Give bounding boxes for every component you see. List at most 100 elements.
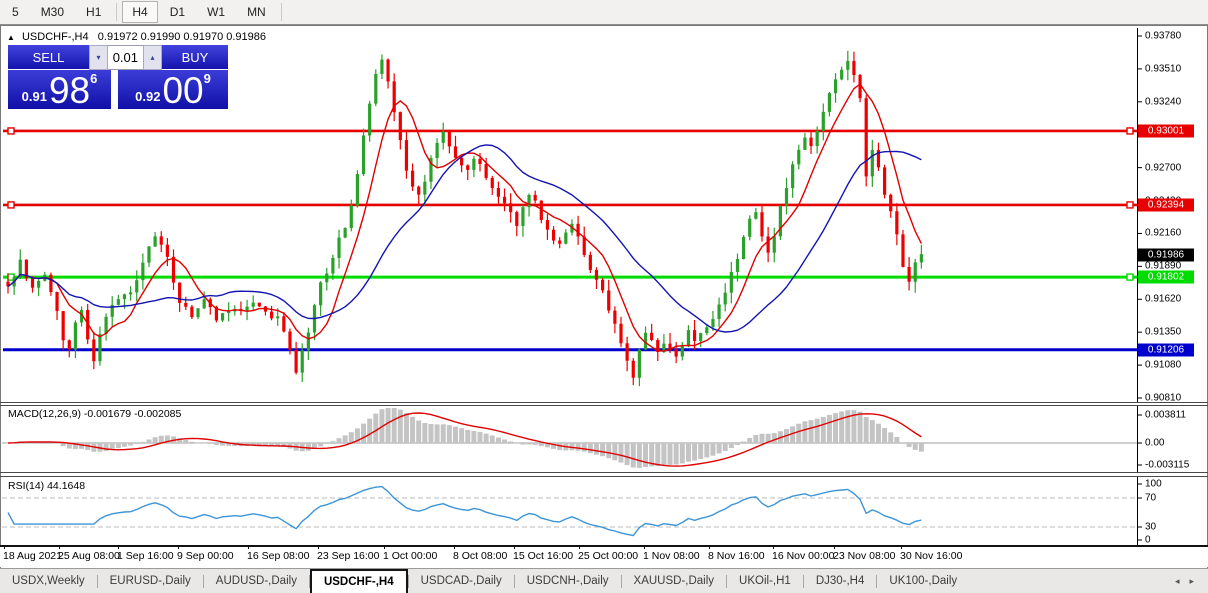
macd-histogram-bar — [734, 443, 740, 445]
macd-histogram-bar — [342, 435, 348, 443]
candle-body — [895, 211, 899, 235]
time-axis[interactable]: 18 Aug 2021 25 Aug 08:00 1 Sep 16:00 9 Sep … — [0, 545, 1208, 567]
macd-histogram-bar — [918, 443, 924, 452]
tab-separator — [96, 574, 98, 588]
macd-histogram-bar — [593, 443, 599, 455]
candle-body — [110, 304, 114, 317]
chart-tab-usdcad-daily[interactable]: USDCAD-,Daily — [420, 575, 502, 587]
chart-tab-audusd-daily[interactable]: AUDUSD-,Daily — [215, 575, 297, 587]
buy-button[interactable]: BUY — [162, 45, 228, 70]
candle-body — [742, 236, 746, 259]
candle-body — [325, 273, 329, 283]
macd-histogram-bar — [820, 416, 826, 443]
candle-body — [288, 331, 292, 350]
rsi-line — [7, 485, 922, 537]
rsi-axis-label: 30 — [1145, 521, 1157, 533]
macd-histogram-bar — [557, 443, 563, 451]
candle-body — [539, 200, 543, 221]
candle-body — [453, 146, 458, 158]
sell-price-prefix: 0.91 — [21, 89, 47, 104]
macd-histogram-bar — [465, 429, 471, 443]
time-axis-label: 1 Nov 08:00 — [643, 550, 700, 562]
volume-increase-button[interactable]: ▴ — [143, 45, 162, 70]
macd-indicator-canvas[interactable] — [0, 406, 1208, 472]
time-axis-label: 23 Sep 16:00 — [317, 550, 380, 562]
macd-histogram-bar — [146, 439, 152, 443]
main-price-chart-canvas[interactable] — [0, 28, 1208, 402]
timeframe-button-5[interactable]: 5 — [12, 5, 19, 19]
candle-body — [404, 140, 409, 171]
chart-tab-usdcnh-daily[interactable]: USDCNH-,Daily — [526, 575, 609, 587]
macd-histogram-bar — [459, 428, 465, 443]
candle-body — [460, 157, 464, 166]
chart-tab-uk100-daily[interactable]: UK100-,Daily — [889, 575, 958, 587]
macd-histogram-bar — [551, 443, 557, 449]
macd-histogram-bar — [312, 443, 317, 449]
panel-splitter-mid[interactable] — [0, 472, 1208, 473]
buy-price-display[interactable]: 0.92 00 9 — [118, 70, 228, 109]
macd-histogram-bar — [845, 410, 851, 443]
candle-body — [662, 343, 666, 352]
macd-histogram-bar — [661, 443, 667, 466]
volume-decrease-button[interactable]: ▾ — [89, 45, 108, 70]
timeframe-button-h1[interactable]: H1 — [86, 5, 102, 19]
candle-body — [815, 130, 819, 147]
candle-body — [245, 306, 249, 312]
macd-histogram-bar — [544, 443, 550, 448]
tab-scroll-right-icon[interactable]: ▸ — [1189, 575, 1194, 586]
macd-histogram-bar — [716, 443, 722, 454]
hline-handle-right[interactable] — [1126, 201, 1134, 209]
candle-body — [380, 59, 384, 74]
macd-histogram-bar — [281, 443, 287, 448]
candle-body — [803, 137, 807, 150]
price-badge-0.93001: 0.93001 — [1138, 124, 1194, 138]
timeframe-button-mn[interactable]: MN — [247, 5, 266, 19]
hline-handle-right[interactable] — [1126, 127, 1134, 135]
volume-input[interactable] — [108, 45, 143, 70]
chart-tab-dj30-h4[interactable]: DJ30-,H4 — [815, 575, 865, 587]
candle-body — [558, 240, 562, 244]
sell-button[interactable]: SELL — [8, 45, 89, 70]
candle-body — [104, 316, 108, 334]
macd-histogram-bar — [391, 408, 397, 443]
candle-body — [809, 137, 813, 147]
macd-histogram-bar — [759, 433, 765, 443]
sell-price-display[interactable]: 0.91 98 6 — [8, 70, 111, 109]
chart-tab-usdchf-h4[interactable]: USDCHF-,H4 — [309, 569, 408, 593]
rsi-indicator-canvas[interactable] — [0, 477, 1208, 545]
macd-histogram-bar — [79, 443, 85, 449]
timeframe-button-w1[interactable]: W1 — [207, 5, 226, 19]
price-tick-label: 0.91350 — [1145, 326, 1182, 338]
tab-scroll-left-icon[interactable]: ◂ — [1174, 575, 1180, 586]
candle-body — [276, 316, 280, 319]
panel-splitter-top[interactable] — [0, 402, 1208, 403]
tab-separator — [513, 574, 515, 588]
macd-histogram-bar — [207, 443, 213, 444]
time-tick-mark — [178, 545, 179, 549]
timeframe-button-h4[interactable]: H4 — [122, 1, 158, 23]
candle-body — [178, 282, 182, 303]
candle-body — [251, 302, 255, 307]
collapse-triangle-icon[interactable]: ▲ — [7, 33, 15, 42]
chart-tab-usdx-weekly[interactable]: USDX,Weekly — [12, 575, 85, 587]
macd-histogram-bar — [103, 443, 109, 451]
macd-histogram-bar — [747, 437, 753, 443]
chart-tab-xauusd-daily[interactable]: XAUUSD-,Daily — [633, 575, 715, 587]
chart-tab-eurusd-daily[interactable]: EURUSD-,Daily — [109, 575, 191, 587]
hline-handle-right[interactable] — [1126, 273, 1134, 281]
chart-frame — [0, 25, 1208, 568]
hline-handle-left[interactable] — [7, 201, 15, 209]
time-tick-mark — [4, 545, 5, 549]
chart-tab-ukoil-h1[interactable]: UKOil-,H1 — [739, 575, 791, 587]
timeframe-button-m30[interactable]: M30 — [40, 5, 65, 19]
candle-body — [73, 322, 78, 350]
candle-body — [650, 332, 654, 341]
timeframe-button-d1[interactable]: D1 — [169, 5, 186, 19]
candle-body — [564, 232, 568, 244]
candle-body — [766, 236, 770, 253]
candle-body — [30, 278, 35, 288]
macd-histogram-bar — [164, 435, 170, 443]
macd-histogram-bar — [428, 424, 434, 443]
price-tick-label: 0.92160 — [1145, 227, 1182, 239]
hline-handle-left[interactable] — [7, 127, 15, 135]
